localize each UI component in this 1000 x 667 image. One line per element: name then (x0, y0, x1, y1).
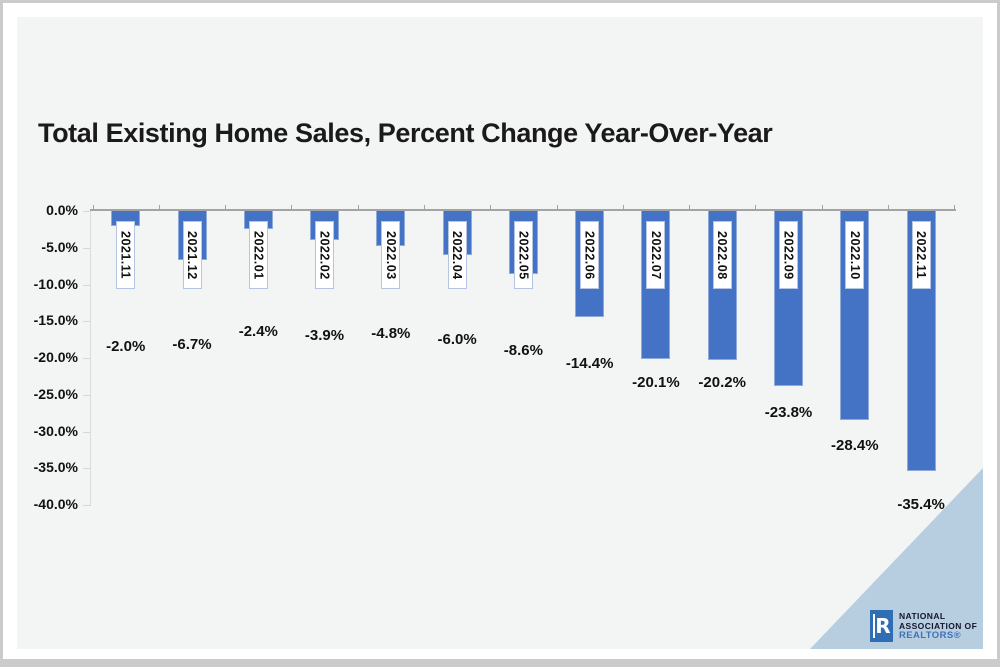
y-axis-tick (83, 431, 90, 433)
category-label: 2022.11 (911, 221, 931, 289)
category-label-text: 2022.02 (317, 230, 332, 280)
category-label: 2022.04 (447, 221, 467, 289)
x-axis-line (90, 209, 956, 211)
category-label: 2022.02 (315, 221, 334, 289)
y-axis-tick (83, 505, 90, 506)
y-axis-line (90, 211, 91, 506)
category-label-text: 2022.08 (715, 230, 730, 280)
x-axis-tick (225, 205, 227, 210)
category-label-text: 2021.12 (185, 230, 199, 280)
x-axis-tick (490, 205, 492, 210)
chart-title: Total Existing Home Sales, Percent Chang… (38, 118, 773, 148)
category-label: 2022.01 (248, 221, 268, 289)
y-axis-label: -5.0% (41, 238, 78, 255)
x-axis-tick (357, 205, 359, 210)
category-label-text: 2021.11 (118, 231, 133, 279)
category-label: 2022.05 (513, 221, 533, 289)
category-label: 2022.10 (845, 221, 865, 289)
y-axis-tick (83, 211, 90, 212)
x-axis-tick (556, 205, 558, 210)
value-label: -20.1% (632, 374, 680, 391)
category-label: 2021.11 (116, 221, 136, 289)
nar-logo: R NATIONAL ASSOCIATION OF REALTORS® (870, 610, 977, 642)
value-label: -20.2% (698, 374, 746, 391)
category-label-text: 2022.06 (582, 230, 597, 280)
y-axis-tick (83, 321, 90, 323)
category-label: 2022.06 (580, 221, 600, 289)
x-axis-tick (689, 205, 691, 210)
nar-logo-r-icon: R (875, 614, 891, 638)
category-label-text: 2022.01 (251, 230, 266, 280)
x-axis-tick (821, 205, 823, 210)
value-label: -4.8% (371, 325, 411, 342)
category-label-text: 2022.04 (450, 230, 465, 280)
nar-logo-line-1: NATIONAL (899, 611, 946, 621)
category-label: 2021.12 (182, 221, 202, 289)
x-axis-tick (954, 205, 956, 210)
value-label: -3.9% (304, 327, 345, 344)
x-axis-tick (755, 205, 757, 210)
nar-logo-mark: R (870, 610, 893, 642)
y-axis-tick (83, 284, 90, 286)
value-label: -6.7% (172, 336, 212, 353)
x-axis-tick (622, 205, 624, 210)
y-axis-label: -20.0% (33, 349, 78, 365)
y-axis-label: -10.0% (33, 275, 78, 292)
y-axis-tick (83, 394, 90, 396)
value-label: -35.4% (897, 496, 945, 513)
category-label: 2022.09 (779, 221, 798, 289)
nar-logo-text: NATIONAL ASSOCIATION OF REALTORS® (899, 610, 977, 641)
x-axis-tick (291, 205, 293, 210)
value-label: -28.4% (831, 437, 879, 454)
y-axis-label: -40.0% (33, 496, 78, 512)
nar-logo-bar (873, 614, 875, 638)
category-label-text: 2022.07 (648, 230, 663, 280)
value-label: -6.0% (437, 331, 477, 348)
y-axis-tick (83, 247, 90, 249)
category-label-text: 2022.09 (781, 230, 796, 280)
x-axis-tick (887, 205, 889, 210)
category-label-text: 2022.11 (914, 231, 929, 279)
value-label: -8.6% (503, 342, 543, 359)
y-axis-tick (83, 468, 90, 470)
x-axis-tick (92, 205, 94, 210)
x-axis-tick (158, 205, 160, 210)
value-label: -2.4% (238, 323, 278, 340)
value-label: -2.0% (106, 338, 146, 355)
y-axis-label: 0.0% (46, 202, 78, 218)
category-label-text: 2022.03 (383, 230, 398, 280)
category-label: 2022.07 (646, 221, 666, 289)
y-axis-label: -15.0% (33, 312, 78, 329)
y-axis-tick (83, 358, 90, 359)
value-label: -23.8% (764, 404, 813, 421)
category-label-text: 2022.10 (847, 230, 862, 280)
category-label-text: 2022.05 (516, 230, 531, 280)
category-label: 2022.03 (381, 221, 401, 289)
nar-logo-line-2: ASSOCIATION OF (899, 621, 978, 631)
y-axis-label: -25.0% (33, 385, 78, 402)
value-label: -14.4% (565, 355, 614, 372)
nar-logo-line-3: REALTORS® (899, 630, 961, 641)
category-label: 2022.08 (712, 221, 732, 289)
y-axis-label: -30.0% (33, 422, 78, 439)
page-frame: Total Existing Home Sales, Percent Chang… (3, 3, 997, 659)
slide-canvas: Total Existing Home Sales, Percent Chang… (17, 17, 983, 649)
y-axis-label: -35.0% (33, 459, 78, 476)
x-axis-tick (424, 205, 425, 210)
